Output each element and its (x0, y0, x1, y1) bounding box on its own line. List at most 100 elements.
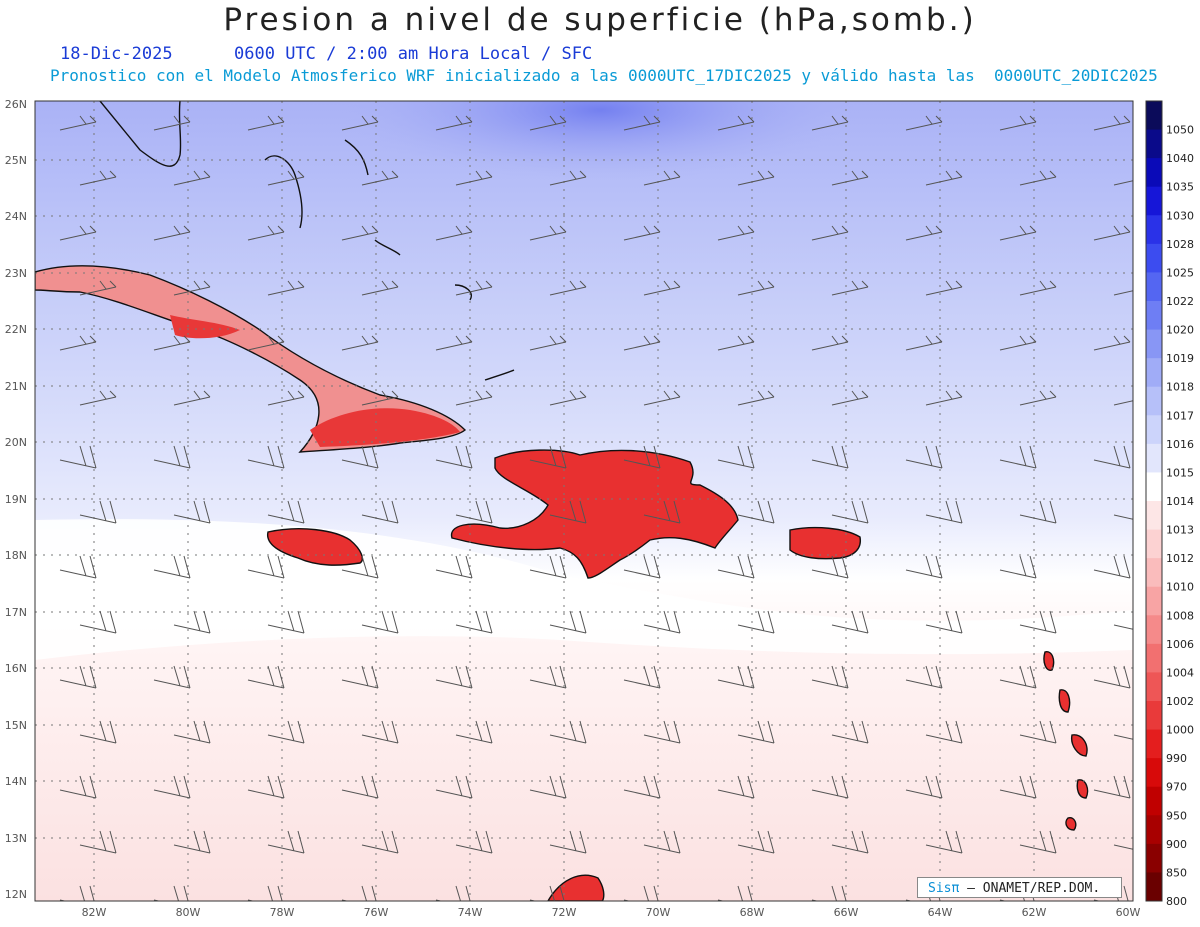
wind-barb (811, 775, 849, 799)
forecast-time-line: 18-Dic-2025 0600 UTC / 2:00 am Hora Loca… (60, 44, 592, 64)
wind-barb (153, 665, 191, 689)
colorbar-label: 1022 (1166, 295, 1194, 308)
wind-barb (267, 720, 305, 744)
wind-barb (79, 500, 117, 524)
forecast-date: 18-Dic-2025 (60, 44, 173, 64)
wind-barb (529, 555, 567, 579)
wind-barb (717, 885, 753, 901)
wind-barb (643, 390, 681, 406)
wind-barb (173, 610, 211, 634)
wind-barb (737, 610, 775, 634)
wind-barb (811, 335, 849, 351)
wind-barb (247, 775, 285, 799)
wind-barb (529, 665, 567, 689)
wind-barb (717, 445, 755, 469)
wind-barb (173, 390, 211, 406)
colorbar-swatch (1146, 729, 1162, 759)
longitude-labels: 82W 80W 78W 76W 74W 72W 70W 68W 66W 64W … (82, 906, 1141, 919)
wind-barb (455, 280, 493, 296)
wind-barb (79, 280, 117, 296)
wind-barb (905, 335, 943, 351)
lon-label: 76W (364, 906, 389, 919)
colorbar-label: 1050 (1166, 124, 1194, 137)
colorbar-frame (1145, 100, 1163, 902)
wind-barb (361, 170, 399, 186)
wind-barb (905, 445, 943, 469)
wind-barb (1113, 180, 1133, 186)
lon-label: 60W (1116, 906, 1141, 919)
colorbar-label: 1000 (1166, 724, 1194, 737)
wind-barb (717, 775, 755, 799)
cuba-red-core (170, 315, 460, 447)
wind-barb (1093, 225, 1131, 241)
credit-box: Sisπ – ONAMET/REP.DOM. (917, 877, 1122, 898)
colorbar-swatch (1146, 786, 1162, 816)
wind-barb (435, 775, 473, 799)
colorbar-swatch (1146, 101, 1162, 131)
lat-label: 12N (5, 888, 27, 901)
wind-barb (529, 115, 567, 131)
lat-label: 22N (5, 323, 27, 336)
wind-barb (925, 500, 963, 524)
wind-barb (1019, 390, 1057, 406)
wind-barb (267, 390, 305, 406)
wind-barb (153, 225, 191, 241)
wind-barb (267, 170, 305, 186)
colorbar-swatch (1146, 243, 1162, 273)
lat-label: 17N (5, 606, 27, 619)
wind-barb (925, 280, 963, 296)
colorbar-swatch (1146, 358, 1162, 388)
lon-label: 80W (176, 906, 201, 919)
wind-barb (1113, 400, 1133, 406)
colorbar-label: 1020 (1166, 324, 1194, 337)
colorbar-swatch (1146, 329, 1162, 359)
wind-barb (717, 225, 755, 241)
wind-barb (435, 885, 471, 901)
wind-barb (549, 610, 587, 634)
high-pressure-center (340, 101, 860, 180)
credit-org: – ONAMET/REP.DOM. (967, 881, 1101, 896)
wind-barb (455, 720, 493, 744)
colorbar-swatch (1146, 558, 1162, 588)
colorbar-swatch (1146, 386, 1162, 416)
wind-barb (59, 225, 97, 241)
wind-barb (905, 775, 943, 799)
wind-barb (623, 775, 661, 799)
lat-label: 25N (5, 154, 27, 167)
colorbar-label: 1016 (1166, 438, 1194, 451)
wind-barb (173, 830, 211, 854)
lat-label: 18N (5, 549, 27, 562)
wind-barb (361, 280, 399, 296)
wind-barb (59, 775, 97, 799)
wind-barb (529, 335, 567, 351)
lat-label: 24N (5, 210, 27, 223)
wind-barb (549, 500, 587, 524)
colorbar-swatch (1146, 443, 1162, 473)
wind-barb (999, 335, 1037, 351)
wind-barb (1093, 775, 1131, 799)
wind-barb (153, 555, 191, 579)
colorbar-label: 1040 (1166, 152, 1194, 165)
wind-barb (435, 555, 473, 579)
wind-barb (1019, 830, 1057, 854)
wind-barb (153, 115, 191, 131)
wind-barb (643, 500, 681, 524)
wind-barb (1019, 280, 1057, 296)
wind-barb (59, 445, 97, 469)
wind-barb (435, 665, 473, 689)
wind-barb (173, 500, 211, 524)
wind-barb (455, 830, 493, 854)
wind-barb (717, 665, 755, 689)
wind-barb (1093, 445, 1131, 469)
wind-barb (529, 445, 567, 469)
wind-barb (999, 225, 1037, 241)
colorbar-label: 1013 (1166, 524, 1194, 537)
wind-barb (247, 115, 285, 131)
wind-barb (643, 830, 681, 854)
colorbar-label: 1010 (1166, 581, 1194, 594)
wind-barb (623, 555, 661, 579)
wind-barb (247, 225, 285, 241)
colorbar-swatch (1146, 586, 1162, 616)
wind-barb (1093, 335, 1131, 351)
